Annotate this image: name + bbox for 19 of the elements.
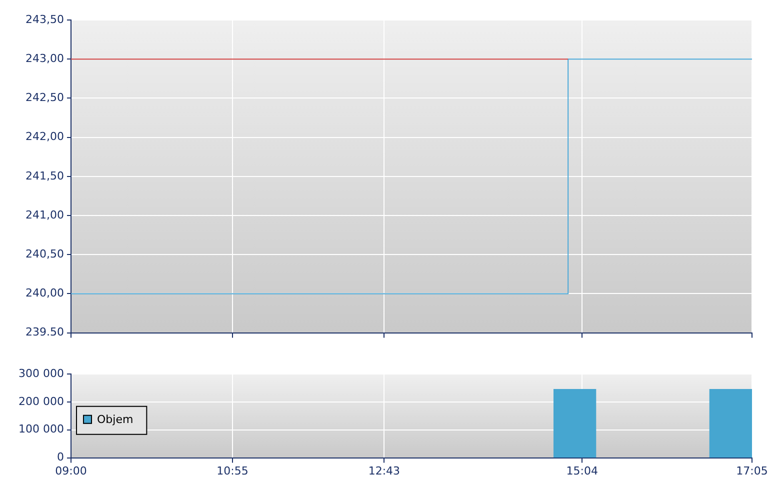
y-tick-label: 241,50	[26, 169, 64, 182]
y-tick-label: 242,00	[26, 130, 64, 144]
y-tick-label: 243,00	[26, 52, 64, 65]
y-tick-label: 239.50	[26, 326, 64, 339]
y-tick-label: 300 000	[18, 366, 64, 380]
y-tick-label: 240,50	[26, 247, 64, 260]
x-tick-label: 17:05	[736, 464, 768, 478]
y-tick-label: 240,00	[26, 286, 64, 300]
y-tick-label: 243,50	[26, 12, 64, 26]
x-tick-label: 09:00	[55, 464, 87, 478]
y-tick-label: 200 000	[18, 394, 64, 408]
x-tick-label: 12:43	[368, 464, 400, 478]
x-tick-label: 10:55	[216, 464, 248, 478]
y-tick-label: 242,50	[26, 91, 64, 104]
x-tick-label: 15:04	[566, 464, 598, 478]
y-tick-label: 100 000	[18, 422, 64, 436]
y-tick-label: 241,00	[26, 208, 64, 222]
y-tick-label: 0	[57, 450, 64, 464]
legend-label: Objem	[97, 412, 134, 426]
